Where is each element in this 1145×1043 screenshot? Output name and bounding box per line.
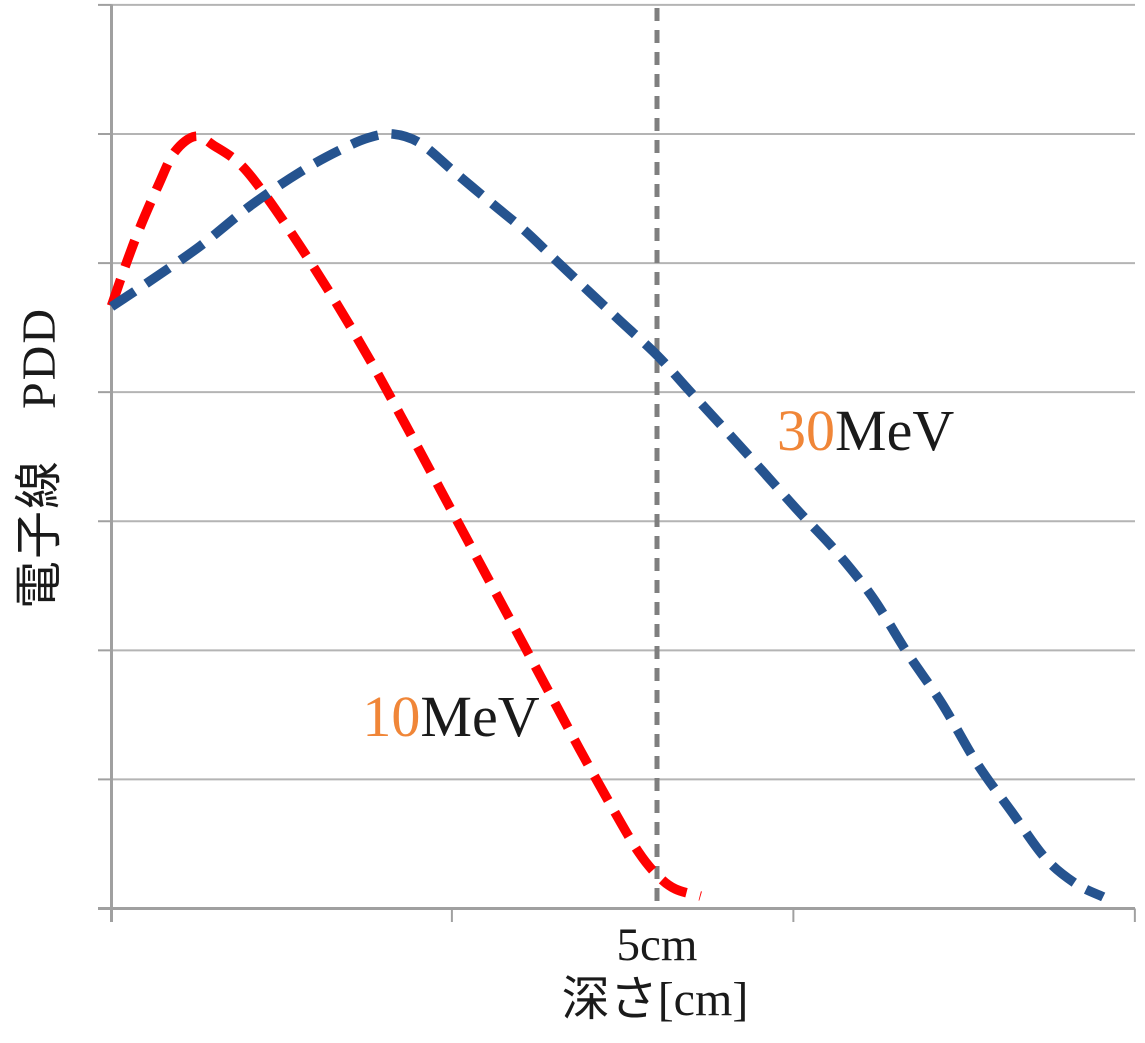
series-label-10mev-number: 10 [362, 683, 421, 749]
series-curve-10mev [107, 131, 702, 901]
series-curve-30mev [108, 129, 1106, 902]
series-label-10mev: 10MeV [362, 687, 539, 746]
series-label-30mev: 30MeV [777, 401, 954, 460]
y-axis-title: 電子線 PDD [13, 306, 66, 610]
refline-label-5cm: 5cm [616, 918, 698, 971]
series-label-30mev-unit: MeV [835, 397, 955, 463]
series-label-30mev-number: 30 [777, 397, 835, 463]
x-axis-title: 深さ[cm] [561, 973, 749, 1026]
series-label-10mev-unit: MeV [420, 683, 540, 749]
